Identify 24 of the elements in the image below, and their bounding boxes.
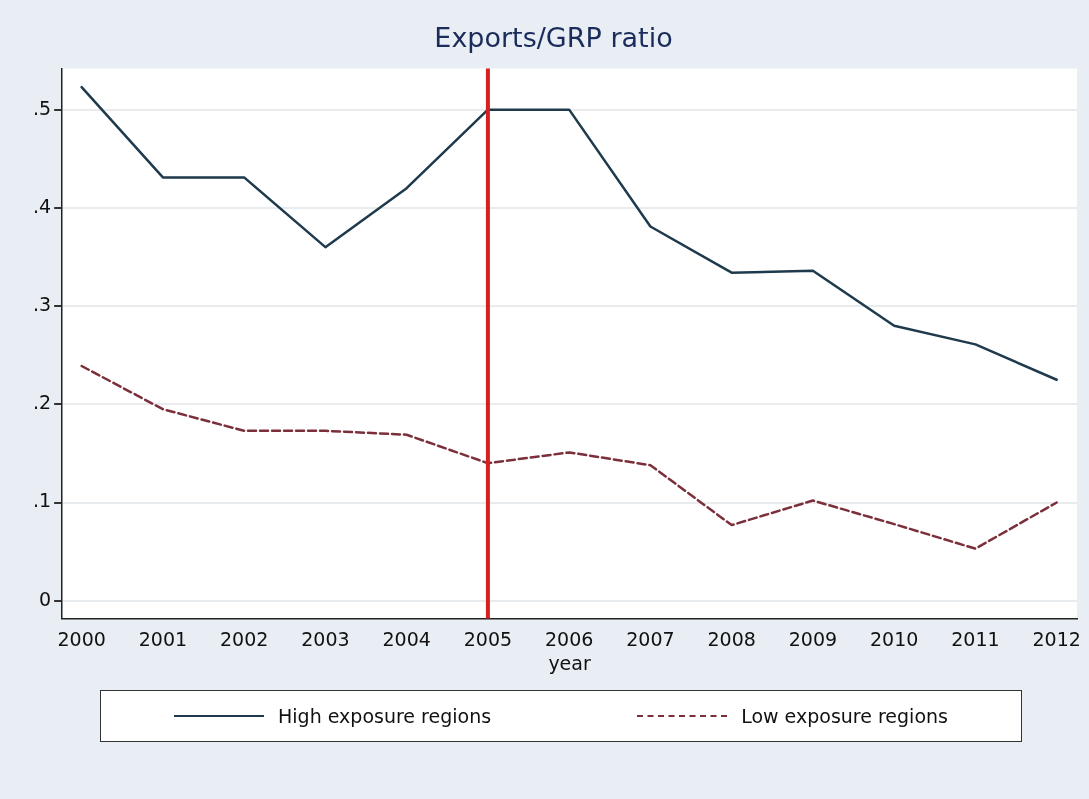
x-tick-label: 2007 bbox=[626, 627, 675, 650]
x-tick-label: 2003 bbox=[301, 627, 350, 650]
x-tick-label: 2002 bbox=[219, 627, 269, 650]
x-tick-label: 2011 bbox=[951, 627, 1000, 650]
y-tick-label: .1 bbox=[32, 489, 52, 512]
legend-label: High exposure regions bbox=[278, 705, 492, 727]
y-tick-label: .3 bbox=[32, 293, 52, 316]
legend-label: Low exposure regions bbox=[741, 705, 948, 727]
y-tick-label: .2 bbox=[32, 391, 52, 414]
y-tick-label: .4 bbox=[32, 194, 52, 217]
x-tick-label: 2004 bbox=[382, 627, 431, 650]
x-tick-label: 2008 bbox=[707, 627, 756, 650]
x-tick-label: 2001 bbox=[138, 627, 188, 650]
x-tick-label: 2012 bbox=[1032, 627, 1081, 650]
x-tick-label: 2005 bbox=[463, 627, 513, 650]
x-tick-label: 2010 bbox=[870, 627, 919, 650]
x-tick-label: 2000 bbox=[57, 627, 106, 650]
x-tick-label: 2006 bbox=[544, 627, 594, 650]
y-tick-label: 0 bbox=[39, 587, 52, 610]
chart-title: Exports/GRP ratio bbox=[434, 22, 673, 54]
line-series bbox=[80, 364, 1058, 550]
x-tick-label: 2009 bbox=[788, 627, 838, 650]
y-tick-label: .5 bbox=[32, 96, 52, 119]
x-axis-title: year bbox=[548, 651, 591, 674]
